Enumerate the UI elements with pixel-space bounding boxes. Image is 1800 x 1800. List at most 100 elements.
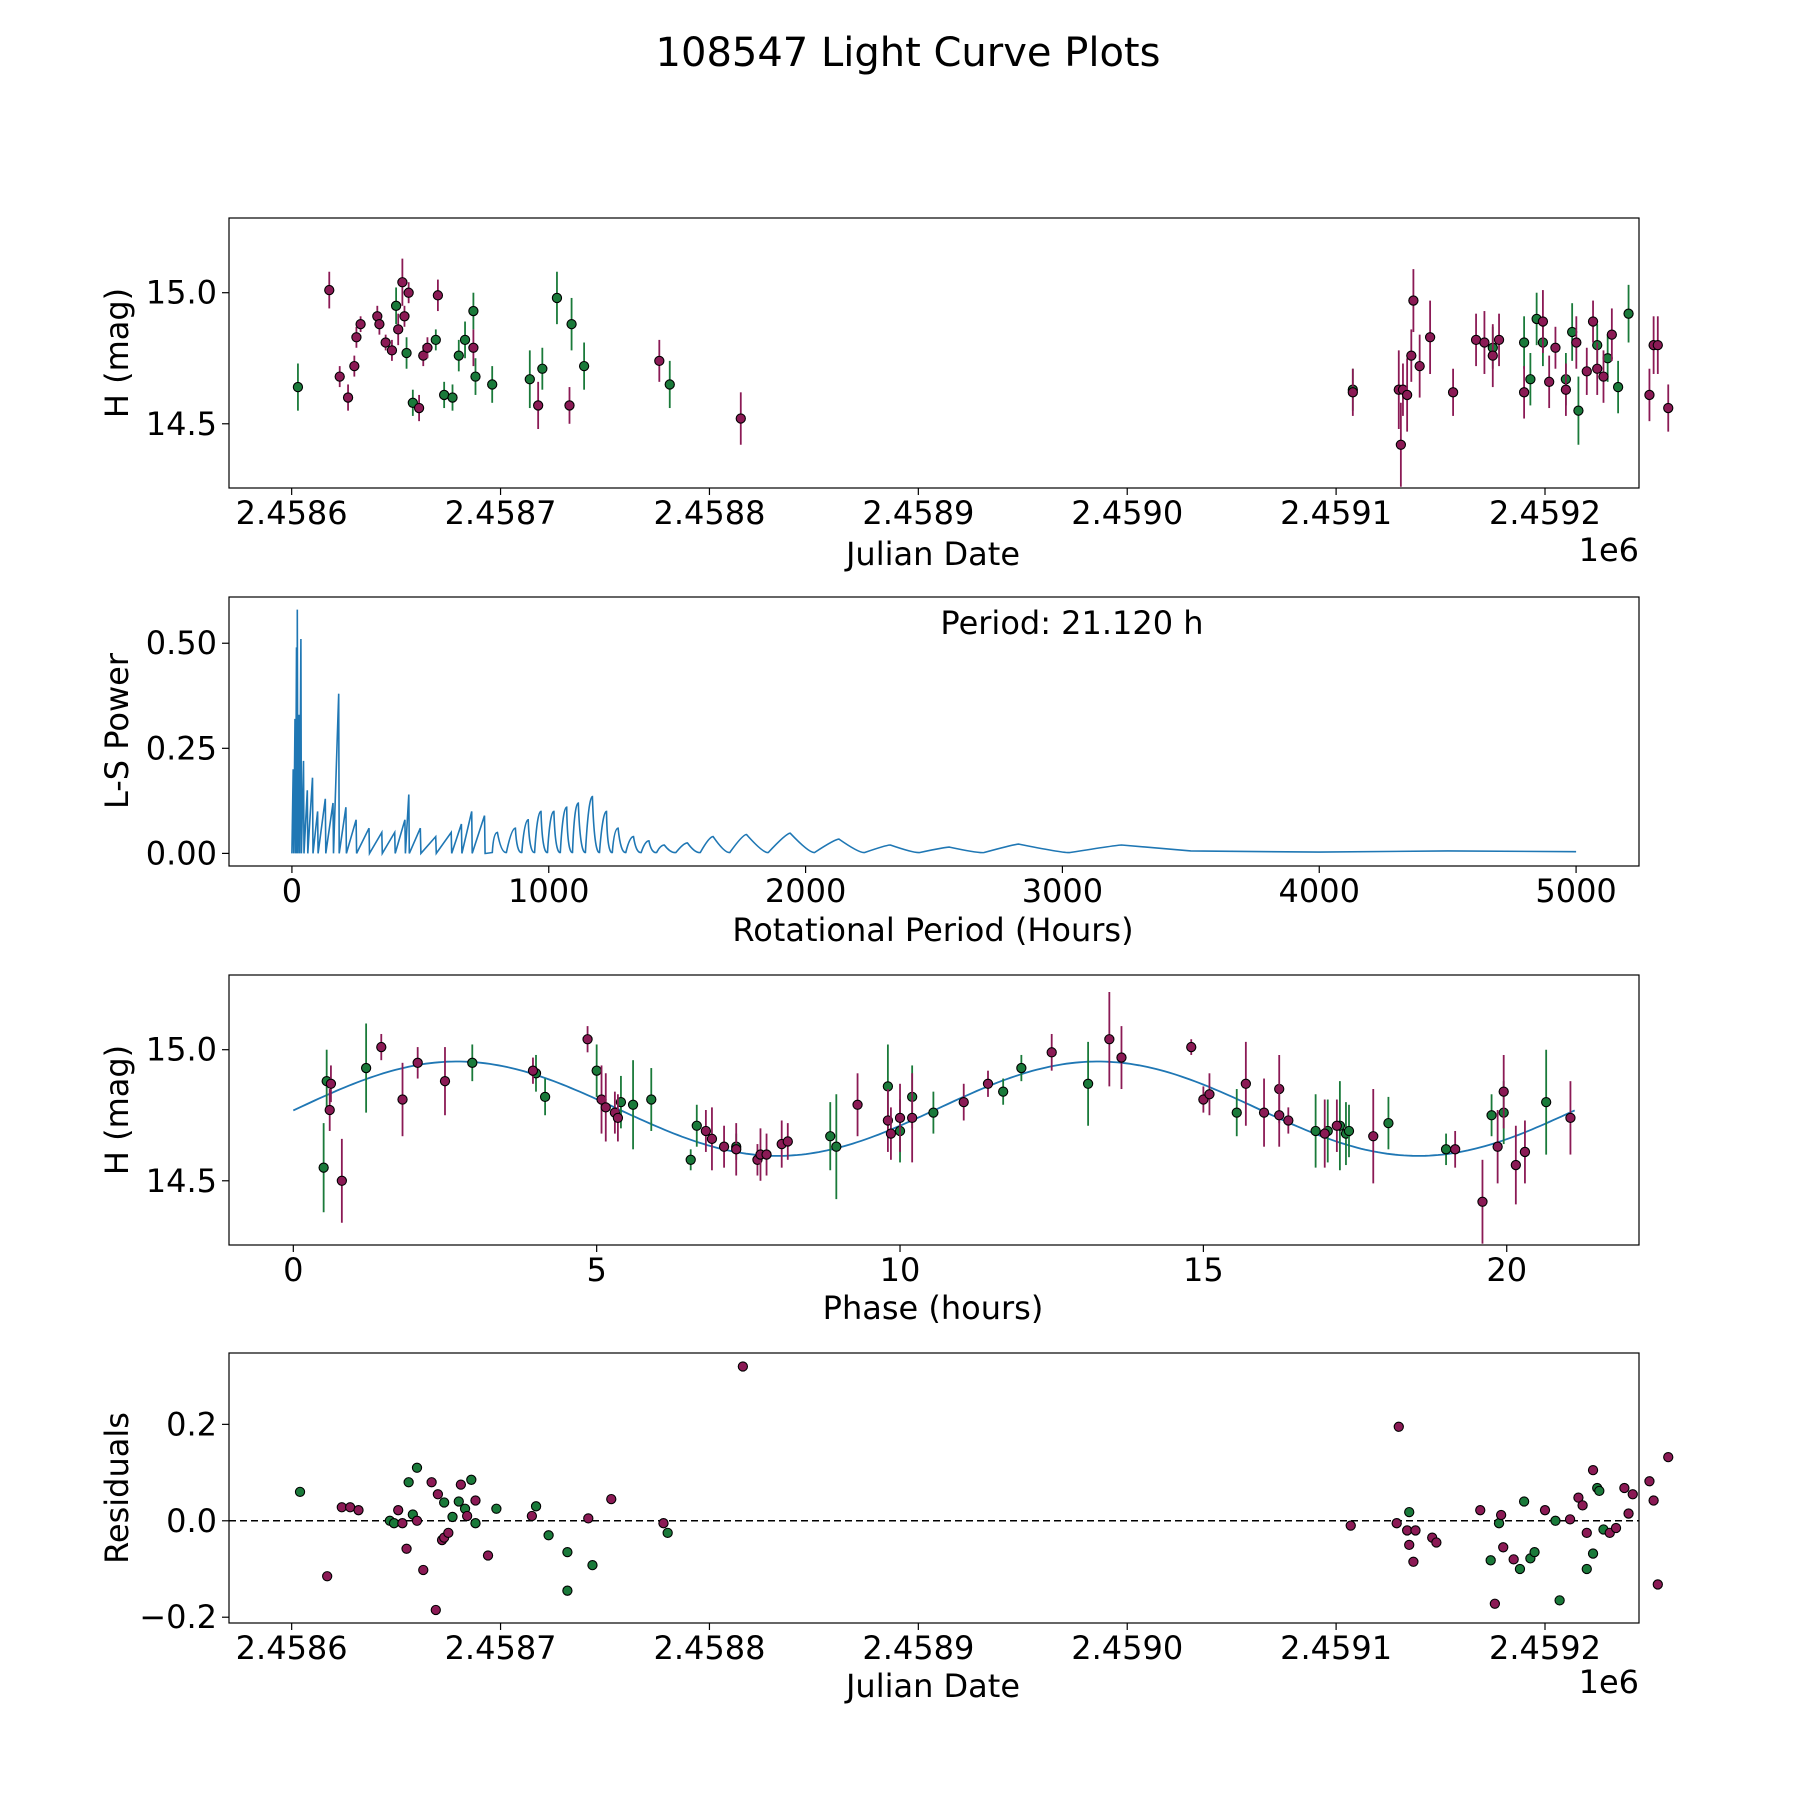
residuals-xlabel: Julian Date	[844, 1667, 1020, 1705]
phased-curve-frame	[228, 974, 1640, 1246]
residuals-point-o	[1587, 1465, 1599, 1476]
light-curve-point-o	[1401, 389, 1413, 401]
light-curve-point-o	[386, 345, 398, 356]
residuals-xtick-label: 2.4586	[236, 1629, 348, 1667]
light-curve-point-g	[390, 300, 402, 311]
period-annotation: Period: 21.120 h	[940, 604, 1203, 642]
phased-curve-point-g	[1541, 1096, 1552, 1108]
residuals-point-g	[1587, 1548, 1599, 1559]
light-curve-point-g	[447, 392, 458, 403]
light-curve-point-g	[487, 379, 498, 390]
phased-curve-xtick-label: 10	[880, 1251, 921, 1289]
phased-curve-point-o	[852, 1099, 863, 1110]
light-curve-point-o	[397, 277, 408, 288]
light-curve-xlabel: Julian Date	[844, 535, 1020, 573]
light-curve-point-o	[342, 392, 354, 403]
light-curve-point-g	[566, 319, 577, 330]
residuals-point-o	[401, 1543, 412, 1554]
light-curve-point-o	[1550, 342, 1561, 353]
phased-curve-point-o	[412, 1057, 423, 1068]
residuals-point-o	[1495, 1509, 1507, 1521]
light-curve-point-o	[1479, 337, 1490, 348]
phased-curve-xtick-label: 5	[586, 1251, 606, 1289]
phased-curve-point-g	[591, 1065, 602, 1076]
light-curve-point-o	[1606, 329, 1617, 340]
light-curve-point-g	[470, 371, 481, 382]
residuals-point-o	[1539, 1505, 1551, 1516]
residuals-point-o	[393, 1505, 404, 1516]
light-curve-point-o	[1493, 334, 1505, 346]
phased-curve-point-o	[782, 1136, 793, 1147]
lomb-scargle-xtick-label: 1000	[508, 872, 589, 910]
phased-curve-point-o	[439, 1076, 451, 1087]
phased-curve-point-o	[324, 1104, 335, 1116]
residuals-point-g	[1518, 1496, 1530, 1507]
light-curve-point-o	[1414, 360, 1425, 372]
residuals-ytick-label: 0.2	[166, 1405, 217, 1443]
phased-curve-point-g	[646, 1094, 657, 1105]
panel-phased-curve: 0 5 10 15 20 14.5 15.0 Phase (hours) H (mag)	[98, 974, 1640, 1327]
phased-curve-point-o	[907, 1112, 918, 1124]
residuals-point-g	[294, 1486, 306, 1498]
residuals-point-o	[1431, 1537, 1442, 1548]
phased-curve-point-g	[1486, 1110, 1497, 1121]
phased-curve-point-o	[1204, 1089, 1215, 1100]
phased-curve-point-g	[831, 1141, 842, 1152]
phased-curve-point-o	[1319, 1128, 1330, 1139]
phased-curve-ytick-label: 14.5	[146, 1162, 217, 1200]
phased-curve-point-o	[376, 1041, 387, 1053]
residuals-point-g	[1594, 1485, 1605, 1497]
light-curve-point-o	[1598, 371, 1609, 382]
residuals-point-g	[1529, 1546, 1540, 1558]
residuals-point-o	[322, 1571, 333, 1582]
residuals-point-o	[1564, 1514, 1576, 1525]
light-curve-point-o	[1408, 295, 1419, 306]
residuals-xtick-label: 2.4590	[1071, 1629, 1183, 1667]
phased-curve-xtick-label: 20	[1486, 1251, 1527, 1289]
phased-curve-point-o	[1258, 1107, 1270, 1118]
light-curve-point-g	[1567, 326, 1578, 338]
light-curve-point-o	[1663, 402, 1674, 414]
residuals-point-o	[432, 1489, 444, 1500]
lomb-scargle-xlabel: Rotational Period (Hours)	[732, 911, 1133, 949]
phased-curve-point-o	[700, 1125, 712, 1137]
residuals-point-o	[1393, 1421, 1404, 1432]
phased-curve-point-g	[1082, 1078, 1094, 1089]
light-curve-point-o	[1652, 339, 1663, 351]
residuals-point-o	[1345, 1520, 1356, 1531]
light-curve-point-g	[468, 305, 479, 317]
residuals-point-o	[1663, 1451, 1674, 1463]
residuals-point-o	[1404, 1539, 1415, 1551]
residuals-point-o	[606, 1493, 617, 1505]
light-curve-point-o	[432, 290, 444, 301]
light-curve-ytick-label: 15.0	[146, 274, 217, 312]
phased-curve-point-g	[1016, 1062, 1027, 1074]
light-curve-point-o	[399, 311, 410, 322]
light-curve-point-o	[1487, 350, 1498, 361]
light-curve-point-o	[1518, 387, 1530, 398]
light-curve-point-o	[735, 413, 746, 424]
light-curve-point-o	[564, 400, 575, 411]
phased-curve-point-o	[1477, 1196, 1488, 1207]
light-curve-point-g	[537, 363, 548, 374]
light-curve-xtick-label: 2.4586	[236, 494, 348, 532]
phased-curve-point-o	[1104, 1034, 1115, 1045]
light-curve-xtick-label: 2.4589	[862, 494, 974, 532]
phased-curve-point-o	[600, 1102, 611, 1113]
phased-curve-point-o	[885, 1128, 897, 1139]
light-curve-point-g	[578, 360, 590, 372]
residuals-point-g	[543, 1530, 554, 1541]
lomb-scargle-frame	[228, 596, 1640, 867]
lomb-scargle-xtick-label: 0	[282, 872, 302, 910]
light-curve-point-g	[1525, 374, 1536, 385]
residuals-point-g	[1581, 1563, 1592, 1575]
residuals-point-o	[1610, 1522, 1622, 1534]
phased-curve-point-g	[467, 1057, 478, 1068]
phased-curve-point-g	[685, 1154, 696, 1165]
panel-light-curve: 2.4586 2.4587 2.4588 2.4589 2.4590 2.4591 2.45…	[98, 217, 1674, 573]
residuals-frame	[228, 1352, 1640, 1624]
phased-curve-point-o	[336, 1175, 347, 1186]
light-curve-point-o	[1644, 389, 1655, 401]
lomb-scargle-ylabel: L-S Power	[98, 652, 136, 809]
light-curve-plot-area: 2.4586 2.4587 2.4588 2.4589 2.4590 2.4591 2.45…	[146, 258, 1674, 532]
